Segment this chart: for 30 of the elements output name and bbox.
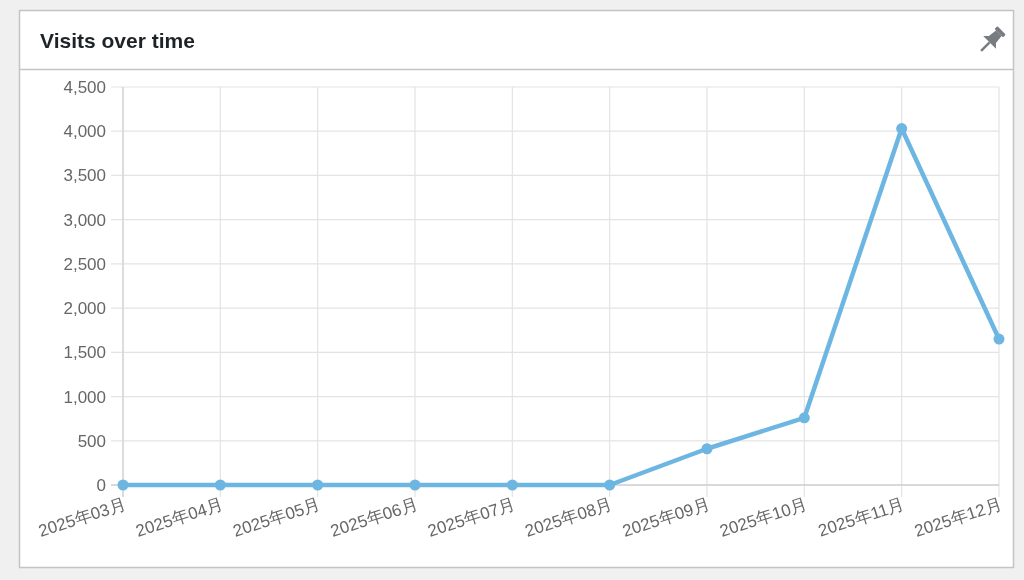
xtick: 2025年07月 [425, 494, 518, 541]
xtick: 2025年09月 [620, 494, 713, 541]
xtick: 2025年05月 [230, 494, 323, 541]
ytick: 3,000 [63, 210, 106, 230]
xtick: 2025年06月 [328, 494, 421, 541]
point [604, 479, 616, 491]
ytick: 4,500 [63, 78, 106, 97]
ytick: 500 [77, 431, 106, 451]
point [312, 479, 324, 491]
xtick: 2025年03月 [36, 494, 129, 541]
ytick: 2,000 [63, 299, 106, 319]
ytick: 1,500 [63, 343, 106, 363]
point [993, 333, 1005, 345]
ytick: 4,000 [63, 122, 106, 142]
point [117, 479, 129, 491]
xtick: 2025年10月 [717, 494, 810, 541]
ytick: 2,500 [63, 254, 106, 274]
ytick: 1,000 [63, 387, 106, 407]
point [214, 479, 226, 491]
point [701, 443, 713, 455]
xtick: 2025年08月 [522, 494, 615, 541]
point [798, 412, 810, 424]
xtick: 2025年04月 [133, 494, 226, 541]
xtick: 2025年11月 [815, 494, 907, 541]
point [409, 479, 421, 491]
title: Visits over time [40, 29, 195, 52]
xtick: 2025年12月 [912, 494, 1005, 541]
ytick: 3,500 [63, 166, 106, 186]
point [506, 479, 518, 491]
ytick: 0 [96, 476, 106, 495]
